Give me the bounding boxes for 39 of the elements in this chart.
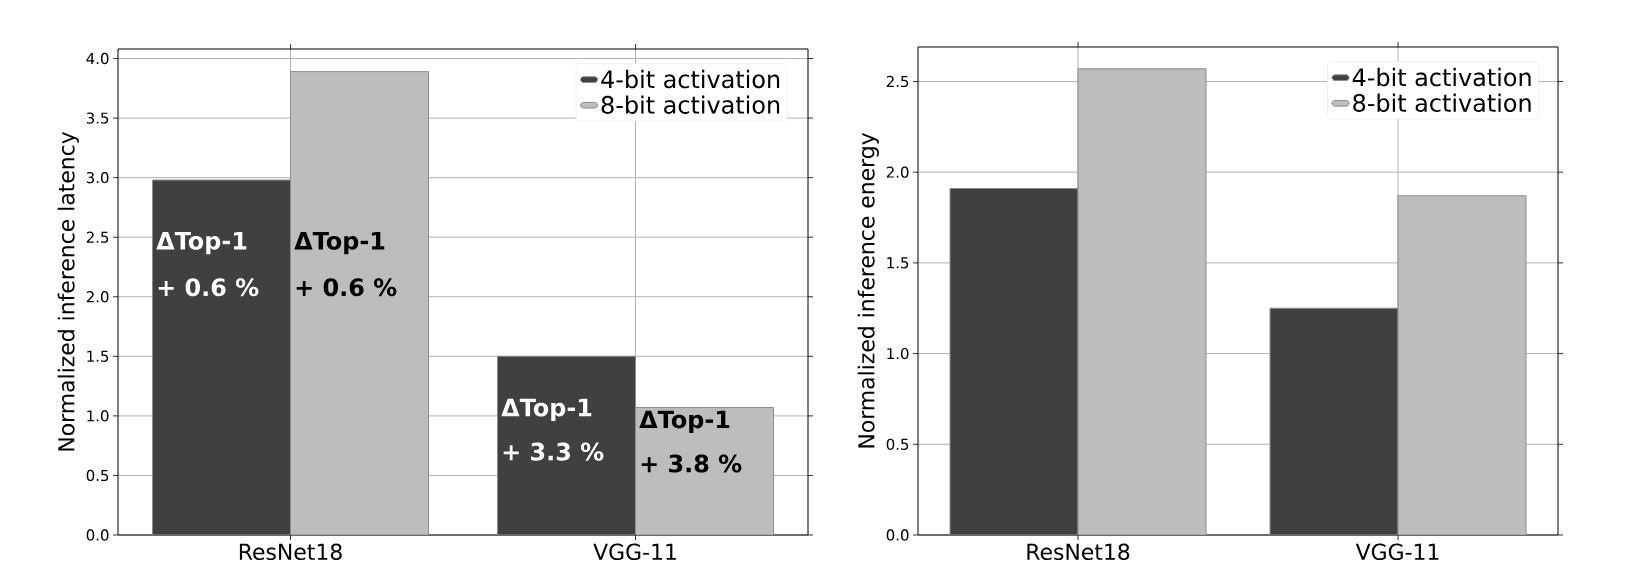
legend-label: 8-bit activation [601,95,780,114]
y-tick-label: 0.0 [86,529,109,541]
y-axis-title: Normalized inference energy [857,133,879,448]
y-tick-label: 1.0 [887,347,909,360]
annotation: + 0.6 % [158,278,259,297]
y-tick-label: 4.0 [86,52,109,65]
y-tick-label: 0.5 [886,438,909,450]
annotation: ΔTop-1 [156,231,247,255]
y-tick-label: 0.5 [86,469,109,482]
legend-label: 4-bit activation [601,69,780,89]
bar [497,355,637,535]
y-tick-label: 2.5 [886,75,909,88]
bar [152,179,291,535]
y-tick-label: 3.0 [86,171,109,184]
annotation: + 0.6 % [296,278,397,297]
annotation: + 3.3 % [503,442,604,461]
x-tick-label: ResNet18 [1027,543,1130,561]
annotation: + 3.8 % [641,454,742,473]
bar [1397,195,1527,535]
bar [949,188,1079,535]
y-tick-label: 2.0 [86,291,109,303]
annotation: ΔTop-1 [501,398,592,422]
y-tick-label: 1.5 [87,350,109,362]
y-tick-label: 1.5 [887,257,909,269]
y-tick-label: 2.0 [886,166,909,178]
y-axis-title: Normalized inference latency [57,131,79,451]
legend-label: 4-bit activation [1352,67,1531,87]
bar [1077,68,1207,535]
annotation: ΔTop-1 [294,231,385,255]
x-tick-label: ResNet18 [239,543,342,561]
y-tick-label: 3.5 [86,112,109,124]
y-tick-label: 2.5 [86,231,109,243]
x-tick-label: VGG-11 [1355,543,1439,561]
bar [1269,307,1399,535]
legend-label: 8-bit activation [1353,93,1531,112]
x-tick-label: VGG-11 [593,543,676,561]
y-tick-label: 0.0 [886,529,909,541]
annotation: ΔTop-1 [639,410,730,434]
y-tick-label: 1.0 [87,410,109,422]
